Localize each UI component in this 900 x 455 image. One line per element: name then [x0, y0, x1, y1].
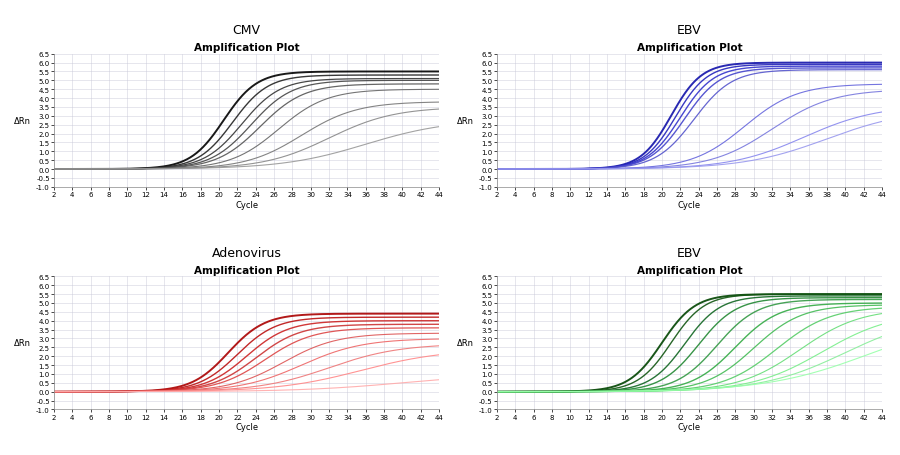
X-axis label: Cycle: Cycle: [678, 200, 701, 209]
Text: Amplification Plot: Amplification Plot: [636, 265, 742, 275]
Text: Amplification Plot: Amplification Plot: [194, 43, 300, 53]
Text: Amplification Plot: Amplification Plot: [194, 265, 300, 275]
Text: CMV: CMV: [232, 25, 261, 37]
X-axis label: Cycle: Cycle: [235, 200, 258, 209]
Y-axis label: ΔRn: ΔRn: [14, 339, 31, 348]
Text: Adenovirus: Adenovirus: [212, 247, 282, 259]
Text: EBV: EBV: [677, 247, 702, 259]
Y-axis label: ΔRn: ΔRn: [14, 116, 31, 126]
Y-axis label: ΔRn: ΔRn: [456, 116, 473, 126]
X-axis label: Cycle: Cycle: [678, 422, 701, 431]
Text: EBV: EBV: [677, 25, 702, 37]
Text: Amplification Plot: Amplification Plot: [636, 43, 742, 53]
X-axis label: Cycle: Cycle: [235, 422, 258, 431]
Y-axis label: ΔRn: ΔRn: [456, 339, 473, 348]
